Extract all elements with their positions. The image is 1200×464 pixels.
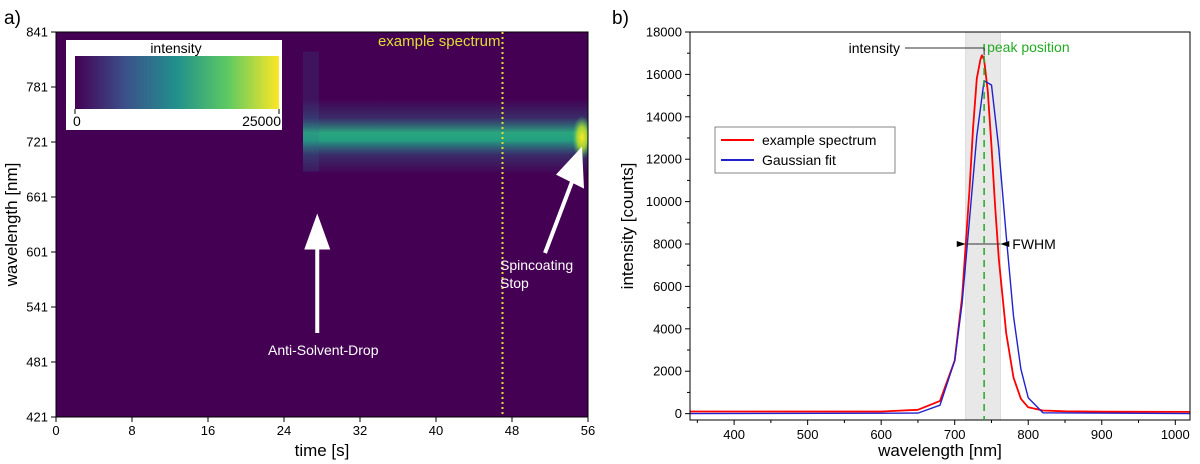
anti-solvent-arrow-head: [304, 213, 331, 250]
series-line-gaussian-fit: [690, 80, 1190, 415]
x-tick-label: 400: [723, 427, 745, 442]
spectrum-x-axis-label: wavelength [nm]: [877, 441, 1002, 460]
fwhm-label: FWHM: [1012, 236, 1056, 252]
heatmap-annotations: Anti-Solvent-Drop Spincoating Stop: [268, 146, 584, 358]
y-tick-label: 721: [26, 135, 48, 150]
x-tick-label: 16: [201, 423, 215, 438]
x-tick-label: 700: [944, 427, 966, 442]
y-tick-label: 841: [26, 25, 48, 40]
emission-hotspot: [572, 115, 588, 160]
example-spectrum-marker-label: example spectrum: [378, 33, 501, 50]
fwhm-shaded-band: [965, 31, 1001, 421]
y-tick-label: 12000: [646, 152, 682, 167]
x-tick-label: 32: [353, 423, 367, 438]
spincoating-label-line-2: Stop: [500, 275, 529, 291]
emission-band-group: [303, 98, 588, 175]
y-tick-label: 6000: [653, 279, 682, 294]
fwhm-arrow-left: [956, 241, 966, 248]
y-tick-label: 4000: [653, 321, 682, 336]
x-tick-label: 48: [505, 423, 519, 438]
x-tick-label: 56: [581, 423, 595, 438]
peak-position-label: peak position: [987, 39, 1070, 55]
y-tick-label: 10000: [646, 194, 682, 209]
y-tick-label: 601: [26, 245, 48, 260]
legend-label-gaussian-fit: Gaussian fit: [762, 152, 836, 168]
legend-label-example-spectrum: example spectrum: [762, 132, 876, 148]
spincoating-arrow-shaft: [543, 175, 576, 254]
colorbar-title: intensity: [150, 40, 201, 56]
x-tick-label: 40: [429, 423, 443, 438]
y-tick-label: 18000: [646, 25, 682, 40]
panel-a-label: a): [4, 8, 21, 29]
x-tick-label: 24: [277, 423, 291, 438]
spectrum-frame: [689, 31, 1191, 421]
y-tick-label: 541: [26, 300, 48, 315]
heatmap-x-axis-label: time [s]: [295, 441, 350, 460]
y-tick-label: 8000: [653, 237, 682, 252]
x-tick-label: 500: [797, 427, 819, 442]
y-tick-label: 661: [26, 190, 48, 205]
y-tick-label: 481: [26, 355, 48, 370]
panel-b-label: b): [612, 8, 629, 29]
intensity-label: intensity: [849, 40, 900, 56]
legend: example spectrum Gaussian fit: [714, 126, 896, 174]
x-tick-label: 1000: [1161, 427, 1190, 442]
heatmap-frame: [55, 31, 589, 418]
heatmap-axes: 0 8 16 24 32 40 48 56 421 481 541 601 661 721 781 841: [26, 25, 595, 439]
heatmap-y-axis-label: wavelength [nm]: [2, 163, 21, 288]
colorbar-max-label: 25000: [242, 113, 281, 129]
spectrum-annotations: peak position intensity FWHM: [849, 39, 1070, 420]
y-tick-label: 0: [675, 406, 682, 421]
anti-solvent-drop-label: Anti-Solvent-Drop: [268, 342, 379, 358]
y-tick-label: 2000: [653, 364, 682, 379]
spincoating-label-line-1: Spincoating: [500, 257, 573, 273]
y-tick-label: 421: [26, 410, 48, 425]
x-tick-label: 800: [1017, 427, 1039, 442]
spectrum-series: [690, 54, 1190, 415]
y-tick-label: 14000: [646, 109, 682, 124]
spincoating-arrow-head: [556, 146, 584, 189]
x-tick-label: 0: [52, 423, 59, 438]
x-tick-label: 8: [128, 423, 135, 438]
y-tick-label: 16000: [646, 67, 682, 82]
colorbar-min-label: 0: [73, 113, 81, 129]
x-tick-label: 900: [1091, 427, 1113, 442]
colorbar-gradient: [75, 56, 279, 109]
fwhm-arrow-right: [1000, 241, 1010, 248]
emission-onset-smear: [303, 51, 319, 172]
spectrum-axes: 400 500 600 700 800 900 1000020004000600080001…: [646, 25, 1190, 443]
emission-band: [303, 98, 588, 175]
spectrum-y-axis-label: intensity [counts]: [618, 163, 637, 290]
colorbar: intensity 0 25000: [66, 40, 282, 130]
x-tick-label: 600: [870, 427, 892, 442]
y-tick-label: 781: [26, 80, 48, 95]
series-line-example-spectrum: [690, 54, 1190, 413]
spectrum-panel: b) 400 500 600 700 800 900 1000020004000600080…: [612, 8, 1191, 460]
heatmap-panel: a) 0 8 16 24 32 40 48 56 421 481 541 601 661 721 781 84…: [2, 8, 595, 460]
legend-box: [714, 126, 896, 174]
